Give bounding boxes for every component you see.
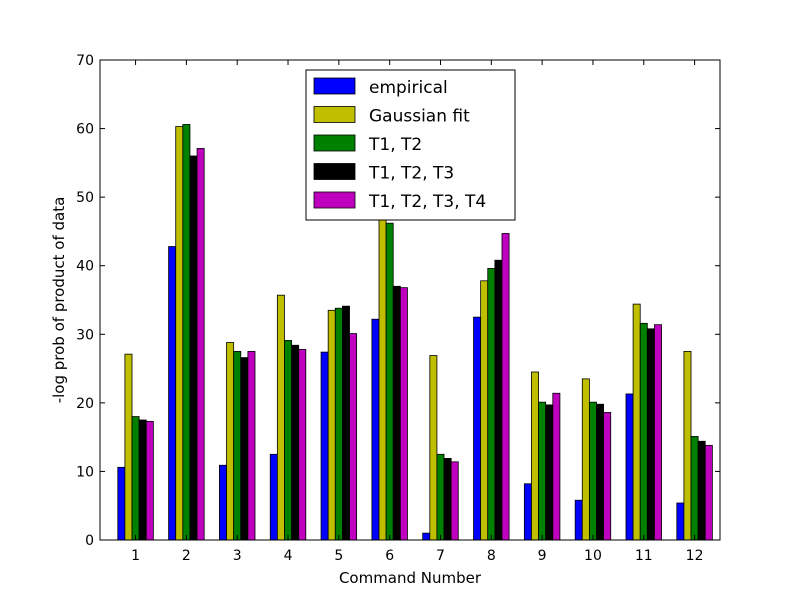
legend-swatch-1 [313, 77, 356, 95]
x-tick-label-4: 4 [284, 548, 293, 564]
y-tick-label-0: 0 [85, 533, 94, 549]
legend: empirical Gaussian fit T1, T2 T1, T2, T3 T1,… [305, 69, 516, 221]
bar-3-series-3 [233, 351, 242, 541]
bar-6-series-3 [385, 222, 394, 541]
bar-3-series-5 [247, 351, 256, 541]
x-tick-label-5: 5 [334, 548, 343, 564]
bar-3-series-1 [219, 464, 227, 541]
bar-9-series-4 [545, 404, 554, 541]
bar-9-series-2 [531, 371, 539, 541]
bar-8-series-1 [473, 316, 482, 541]
plot-frame [99, 59, 721, 541]
bar-12-series-2 [683, 351, 692, 541]
bar-4-series-1 [269, 453, 278, 541]
y-tick-label-50: 50 [76, 190, 94, 206]
legend-swatch-4 [313, 163, 356, 180]
bar-10-series-3 [588, 401, 597, 541]
x-tick-label-1: 1 [131, 548, 140, 564]
bar-5-series-3 [334, 307, 343, 541]
legend-swatch-2 [313, 106, 356, 123]
x-tick-label-11: 11 [635, 548, 653, 564]
x-tick-label-9: 9 [538, 548, 547, 564]
bar-7-series-5 [450, 461, 459, 541]
bar-12-series-4 [697, 440, 706, 541]
bar-10-series-1 [574, 499, 583, 541]
x-tick-label-12: 12 [686, 548, 704, 564]
bar-6-series-2 [378, 210, 387, 541]
bar-1-series-1 [117, 466, 126, 541]
bar-8-series-4 [494, 259, 503, 541]
y-tick-label-10: 10 [76, 464, 94, 480]
bar-12-series-3 [690, 436, 699, 541]
bar-10-series-4 [596, 403, 605, 541]
bar-3-series-2 [226, 342, 235, 541]
x-tick-label-2: 2 [182, 548, 191, 564]
x-tick-label-3: 3 [233, 548, 242, 564]
y-axis-label: -log prob of product of data [50, 197, 68, 404]
bar-5-series-5 [349, 333, 358, 541]
y-tick-label-20: 20 [76, 396, 94, 412]
bar-5-series-4 [342, 305, 350, 541]
x-axis-label: Command Number [339, 569, 482, 587]
bar-12-series-1 [676, 502, 685, 541]
y-tick-label-30: 30 [76, 327, 94, 343]
x-tick-label-7: 7 [436, 548, 445, 564]
bar-10-series-5 [603, 412, 612, 541]
bar-11-series-1 [625, 393, 634, 541]
bar-1-series-4 [138, 419, 147, 541]
legend-label-5: T1, T2, T3, T4 [368, 192, 486, 212]
bar-1-series-5 [145, 420, 154, 541]
bar-12-series-5 [704, 444, 713, 541]
bar-8-series-3 [487, 268, 496, 541]
bar-6-series-5 [399, 287, 408, 541]
legend-items: empirical Gaussian fit T1, T2 T1, T2, T3 T1,… [313, 77, 486, 212]
bar-11-series-4 [646, 328, 655, 541]
x-tick-label-10: 10 [584, 548, 602, 564]
legend-swatch-3 [313, 134, 356, 152]
legend-label-3: T1, T2 [368, 135, 422, 155]
bar-1-series-3 [131, 416, 140, 541]
bars-layer [117, 124, 713, 541]
bar-11-series-3 [639, 322, 648, 541]
bar-9-series-3 [538, 401, 547, 541]
bar-10-series-2 [581, 378, 590, 541]
bar-2-series-4 [189, 155, 198, 541]
bar-5-series-1 [320, 351, 329, 541]
bar-5-series-2 [327, 309, 336, 541]
bar-2-series-2 [175, 126, 184, 541]
bar-2-series-1 [168, 246, 177, 541]
y-tick-label-40: 40 [76, 259, 94, 275]
bar-11-series-5 [654, 324, 662, 541]
x-tick-label-8: 8 [487, 548, 496, 564]
bar-4-series-5 [298, 348, 307, 541]
bar-4-series-2 [276, 294, 285, 541]
y-tick-label-60: 60 [76, 122, 94, 138]
bar-2-series-3 [182, 124, 191, 541]
bar-11-series-2 [632, 303, 641, 541]
bar-1-series-2 [124, 353, 133, 541]
bar-9-series-1 [523, 483, 532, 541]
bar-2-series-5 [196, 148, 205, 541]
bar-7-series-4 [443, 457, 452, 541]
bar-4-series-3 [284, 340, 292, 541]
bar-8-series-2 [480, 280, 489, 541]
x-tick-label-6: 6 [385, 548, 394, 564]
legend-swatch-5 [313, 191, 356, 209]
legend-label-1: empirical [369, 78, 448, 98]
bar-7-series-3 [436, 453, 445, 541]
bar-7-series-2 [429, 355, 438, 541]
bar-6-series-1 [371, 318, 380, 541]
legend-label-4: T1, T2, T3 [368, 164, 454, 184]
bar-7-series-1 [422, 532, 431, 541]
bar-3-series-4 [240, 357, 249, 541]
bar-9-series-5 [552, 392, 561, 541]
bar-4-series-4 [291, 344, 300, 541]
legend-label-2: Gaussian fit [369, 107, 470, 127]
y-tick-label-70: 70 [76, 53, 94, 69]
bar-6-series-4 [392, 285, 401, 541]
bar-8-series-5 [501, 233, 510, 541]
